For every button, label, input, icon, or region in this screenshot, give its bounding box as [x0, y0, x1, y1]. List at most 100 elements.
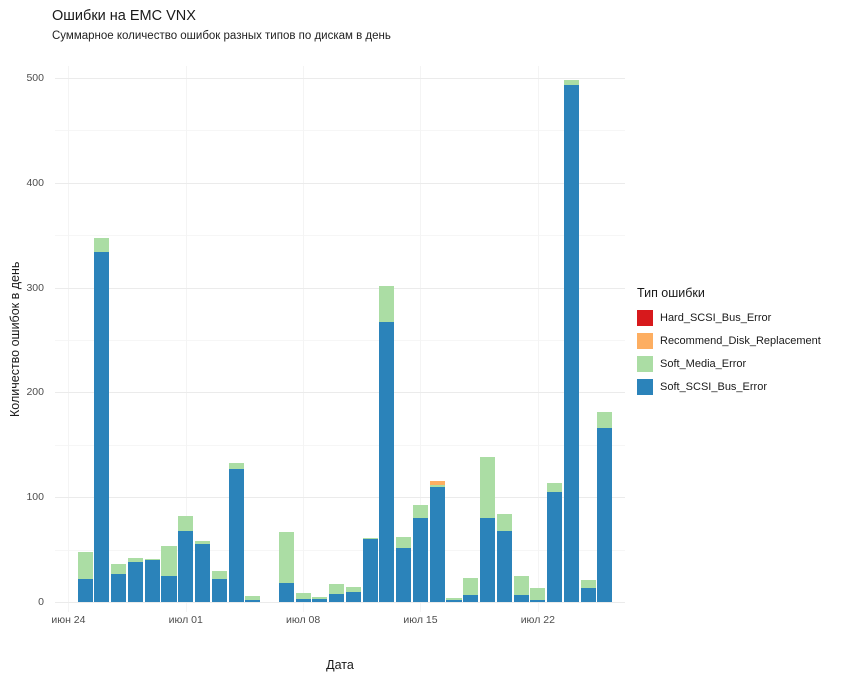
- bar-segment: [245, 595, 261, 600]
- bar-segment: [245, 599, 261, 602]
- bar-segment: [597, 428, 613, 602]
- bar-segment: [329, 584, 345, 594]
- bar-segment: [329, 593, 345, 602]
- legend-label: Soft_SCSI_Bus_Error: [660, 381, 767, 393]
- legend-key-swatch: [637, 356, 653, 372]
- bar-segment: [77, 578, 93, 602]
- gridline-vertical: [537, 66, 539, 612]
- gridline-major: [55, 287, 625, 289]
- bar-segment: [295, 598, 311, 602]
- gridline-minor: [55, 235, 625, 237]
- bar-segment: [94, 238, 110, 252]
- bar-segment: [429, 486, 445, 602]
- gridline-vertical: [420, 66, 422, 612]
- bar-segment: [144, 559, 160, 561]
- legend-item: Recommend_Disk_Replacement: [637, 333, 862, 349]
- plot-panel: [55, 66, 625, 612]
- y-tick-label: 400: [26, 176, 44, 189]
- legend-item: Soft_Media_Error: [637, 356, 862, 372]
- bar-segment: [111, 564, 127, 574]
- bar-segment: [111, 573, 127, 602]
- bar-segment: [530, 588, 546, 600]
- y-tick-label: 500: [26, 72, 44, 84]
- legend: Тип ошибки Hard_SCSI_Bus_Error Recommend_…: [637, 286, 862, 402]
- legend-key-swatch: [637, 379, 653, 395]
- bar-segment: [161, 546, 177, 576]
- bar-segment: [547, 491, 563, 602]
- x-tick-label: июл 22: [520, 614, 555, 626]
- bar-segment: [278, 583, 294, 602]
- y-axis: 0 100 200 300 400 500: [0, 66, 50, 612]
- gridline-minor: [55, 130, 625, 132]
- bar-segment: [211, 570, 227, 579]
- x-axis: июн 24 июл 01 июл 08 июл 15 июл 22: [51, 614, 625, 630]
- bar-segment: [580, 588, 596, 602]
- bar-segment: [479, 457, 496, 519]
- bar-segment: [396, 547, 412, 602]
- x-tick-label: июл 15: [403, 614, 438, 626]
- x-axis-title: Дата: [326, 658, 354, 672]
- bar-segment: [144, 560, 160, 602]
- gridline-major: [55, 78, 625, 79]
- gridline-minor: [55, 340, 625, 341]
- bar-segment: [496, 513, 512, 531]
- bar-segment: [312, 598, 328, 602]
- bar-segment: [161, 575, 177, 602]
- x-tick-label: июл 08: [285, 614, 321, 626]
- bar-segment: [194, 544, 211, 602]
- bar-segment: [513, 575, 529, 595]
- y-tick-label: 100: [26, 491, 44, 504]
- y-tick-label: 300: [26, 281, 44, 294]
- bar-segment: [429, 481, 445, 485]
- gridline-major: [55, 602, 625, 603]
- bar-segment: [597, 412, 613, 429]
- legend-label: Hard_SCSI_Bus_Error: [660, 312, 772, 324]
- bar-segment: [295, 592, 311, 599]
- gridline-major: [55, 392, 625, 394]
- x-tick-label: июн 24: [51, 614, 86, 626]
- gridline-major: [55, 497, 625, 499]
- bar-segment: [463, 577, 479, 595]
- bar-segment: [379, 322, 395, 602]
- bar-segment: [94, 251, 110, 602]
- y-tick-label: 200: [26, 386, 44, 399]
- chart-title: Ошибки на EMC VNX: [52, 8, 196, 24]
- legend-item: Hard_SCSI_Bus_Error: [637, 310, 862, 326]
- bar-segment: [580, 580, 596, 589]
- bar-segment: [127, 558, 143, 563]
- legend-key-swatch: [637, 333, 653, 349]
- legend-label: Recommend_Disk_Replacement: [660, 335, 821, 347]
- bar-segment: [278, 531, 294, 584]
- bar-segment: [178, 516, 194, 531]
- gridline-vertical: [185, 66, 187, 612]
- y-tick-label: 0: [38, 596, 44, 608]
- bar-segment: [496, 530, 512, 602]
- bar-segment: [211, 578, 227, 602]
- bar-segment: [312, 596, 328, 599]
- gridline-major: [55, 182, 625, 184]
- bar-segment: [563, 80, 579, 86]
- bar-segment: [127, 562, 143, 602]
- bar-segment: [513, 594, 529, 602]
- legend-items: Hard_SCSI_Bus_Error Recommend_Disk_Replac…: [637, 310, 862, 395]
- legend-title: Тип ошибки: [637, 286, 705, 300]
- gridline-minor: [55, 549, 625, 551]
- legend-key-swatch: [637, 310, 653, 326]
- bar-segment: [396, 537, 412, 548]
- gridline-vertical: [68, 66, 70, 612]
- bar-segment: [77, 551, 93, 579]
- bar-segment: [463, 594, 479, 602]
- x-tick-label: июл 01: [168, 614, 203, 626]
- gridline-minor: [55, 444, 625, 446]
- bar-segment: [345, 587, 361, 592]
- bar-segment: [446, 597, 462, 600]
- bar-segment: [379, 285, 395, 323]
- bar-segment: [429, 484, 445, 487]
- bar-segment: [412, 518, 428, 602]
- chart-subtitle: Суммарное количество ошибок разных типов…: [52, 30, 391, 42]
- bar-segment: [362, 538, 378, 540]
- bar-segment: [412, 504, 428, 519]
- bar-segment: [530, 599, 546, 602]
- bar-segment: [446, 599, 462, 602]
